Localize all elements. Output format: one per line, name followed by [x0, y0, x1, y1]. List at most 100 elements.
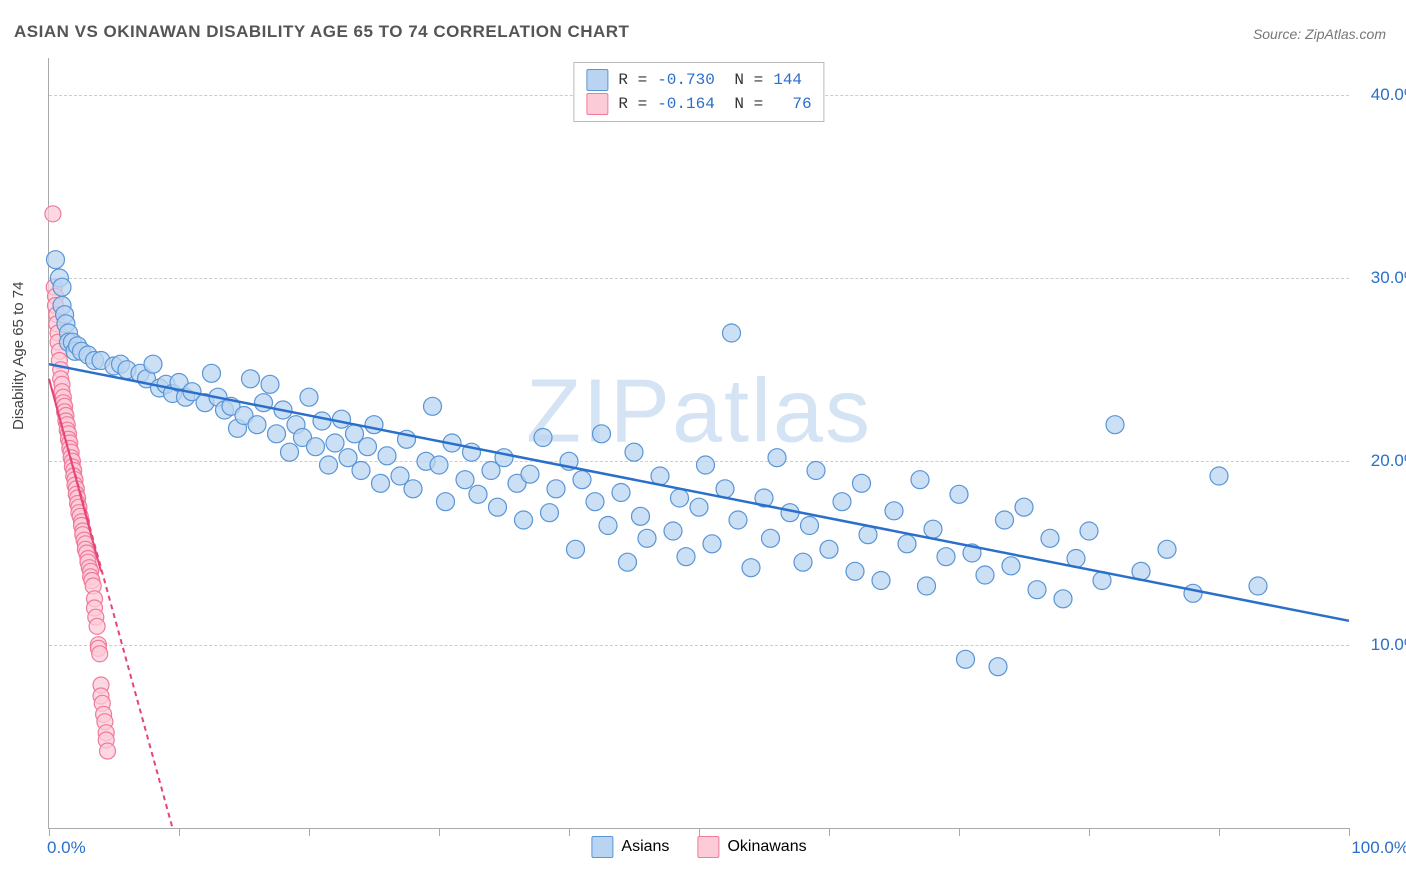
trend-line — [49, 364, 1349, 621]
data-point — [469, 485, 487, 503]
data-point — [333, 410, 351, 428]
y-tick-label: 20.0% — [1371, 451, 1406, 471]
data-point — [521, 465, 539, 483]
data-point — [144, 355, 162, 373]
x-tick — [1349, 828, 1350, 836]
x-tick — [439, 828, 440, 836]
data-point — [632, 507, 650, 525]
x-tick — [1089, 828, 1090, 836]
legend-swatch-asians-icon — [591, 836, 613, 858]
data-point — [534, 429, 552, 447]
data-point — [612, 484, 630, 502]
data-point — [203, 364, 221, 382]
data-point — [937, 548, 955, 566]
data-point — [320, 456, 338, 474]
x-tick — [309, 828, 310, 836]
data-point — [586, 493, 604, 511]
data-point — [1080, 522, 1098, 540]
data-point — [768, 449, 786, 467]
data-point — [541, 504, 559, 522]
data-point — [489, 498, 507, 516]
data-point — [872, 572, 890, 590]
data-point — [807, 462, 825, 480]
data-point — [697, 456, 715, 474]
data-point — [53, 278, 71, 296]
swatch-asians-icon — [586, 69, 608, 91]
data-point — [1054, 590, 1072, 608]
data-point — [281, 443, 299, 461]
data-point — [638, 529, 656, 547]
x-tick — [49, 828, 50, 836]
trend-line — [49, 379, 173, 828]
data-point — [1158, 540, 1176, 558]
data-point — [45, 206, 61, 222]
data-point — [47, 251, 65, 269]
n-label: N = — [725, 92, 763, 116]
data-point — [1041, 529, 1059, 547]
stats-legend: R = -0.730 N = 144 R = -0.164 N = 76 — [573, 62, 824, 122]
data-point — [671, 489, 689, 507]
data-point — [547, 480, 565, 498]
data-point — [911, 471, 929, 489]
n-label: N = — [725, 68, 763, 92]
data-point — [801, 517, 819, 535]
data-point — [404, 480, 422, 498]
data-point — [100, 743, 116, 759]
data-point — [593, 425, 611, 443]
legend-item-asians: Asians — [591, 836, 669, 858]
data-point — [307, 438, 325, 456]
data-point — [248, 416, 266, 434]
data-point — [567, 540, 585, 558]
data-point — [703, 535, 721, 553]
data-point — [365, 416, 383, 434]
x-start-label: 0.0% — [47, 838, 86, 858]
data-point — [853, 474, 871, 492]
r-label: R = — [618, 68, 647, 92]
data-point — [625, 443, 643, 461]
data-point — [846, 562, 864, 580]
data-point — [573, 471, 591, 489]
x-tick — [829, 828, 830, 836]
r-value-asians: -0.730 — [657, 68, 715, 92]
y-tick-label: 10.0% — [1371, 635, 1406, 655]
data-point — [437, 493, 455, 511]
data-point — [1106, 416, 1124, 434]
data-point — [723, 324, 741, 342]
n-value-asians: 144 — [773, 68, 802, 92]
data-point — [1002, 557, 1020, 575]
series-legend: Asians Okinawans — [591, 836, 806, 858]
data-point — [918, 577, 936, 595]
plot-area: ZIPatlas R = -0.730 N = 144 R = -0.164 N… — [48, 58, 1349, 829]
data-point — [950, 485, 968, 503]
data-point — [619, 553, 637, 571]
data-point — [372, 474, 390, 492]
data-point — [430, 456, 448, 474]
data-point — [794, 553, 812, 571]
data-point — [599, 517, 617, 535]
data-point — [242, 370, 260, 388]
y-tick-label: 40.0% — [1371, 85, 1406, 105]
data-point — [424, 397, 442, 415]
data-point — [729, 511, 747, 529]
chart-title: ASIAN VS OKINAWAN DISABILITY AGE 65 TO 7… — [14, 22, 629, 42]
data-point — [300, 388, 318, 406]
data-point — [313, 412, 331, 430]
stats-row-asians: R = -0.730 N = 144 — [586, 68, 811, 92]
data-point — [690, 498, 708, 516]
x-tick — [699, 828, 700, 836]
data-point — [742, 559, 760, 577]
y-tick-label: 30.0% — [1371, 268, 1406, 288]
data-point — [495, 449, 513, 467]
x-tick — [569, 828, 570, 836]
data-point — [89, 618, 105, 634]
data-point — [976, 566, 994, 584]
data-point — [924, 520, 942, 538]
data-point — [762, 529, 780, 547]
y-axis-label: Disability Age 65 to 74 — [10, 282, 27, 430]
data-point — [359, 438, 377, 456]
data-point — [92, 646, 108, 662]
legend-item-okinawans: Okinawans — [697, 836, 806, 858]
x-tick — [179, 828, 180, 836]
legend-swatch-okinawans-icon — [697, 836, 719, 858]
data-point — [1015, 498, 1033, 516]
